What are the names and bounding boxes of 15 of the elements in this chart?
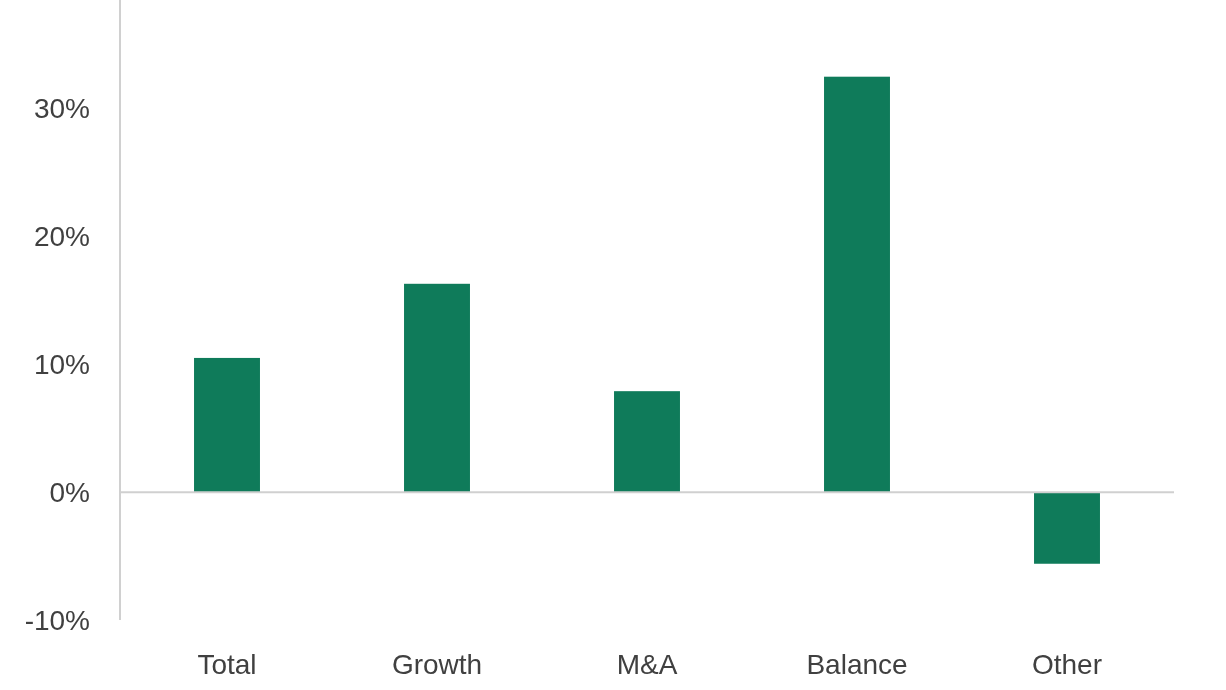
y-tick-label: 10%: [33, 349, 90, 381]
bar: [194, 357, 260, 493]
bar: [404, 283, 470, 493]
x-tick-label: Balance: [806, 649, 908, 680]
bar: [1034, 492, 1100, 564]
bar: [824, 76, 890, 493]
y-tick-label: 20%: [33, 221, 90, 253]
y-tick-label: 30%: [33, 93, 90, 125]
x-tick-label: Total: [197, 649, 257, 680]
x-tick-label: Other: [1031, 649, 1103, 680]
y-tick-label: -10%: [24, 604, 90, 636]
x-tick-label: M&A: [616, 649, 678, 680]
y-tick-label: 0%: [49, 476, 90, 508]
bar: [614, 391, 680, 493]
x-tick-label: Growth: [391, 649, 483, 680]
